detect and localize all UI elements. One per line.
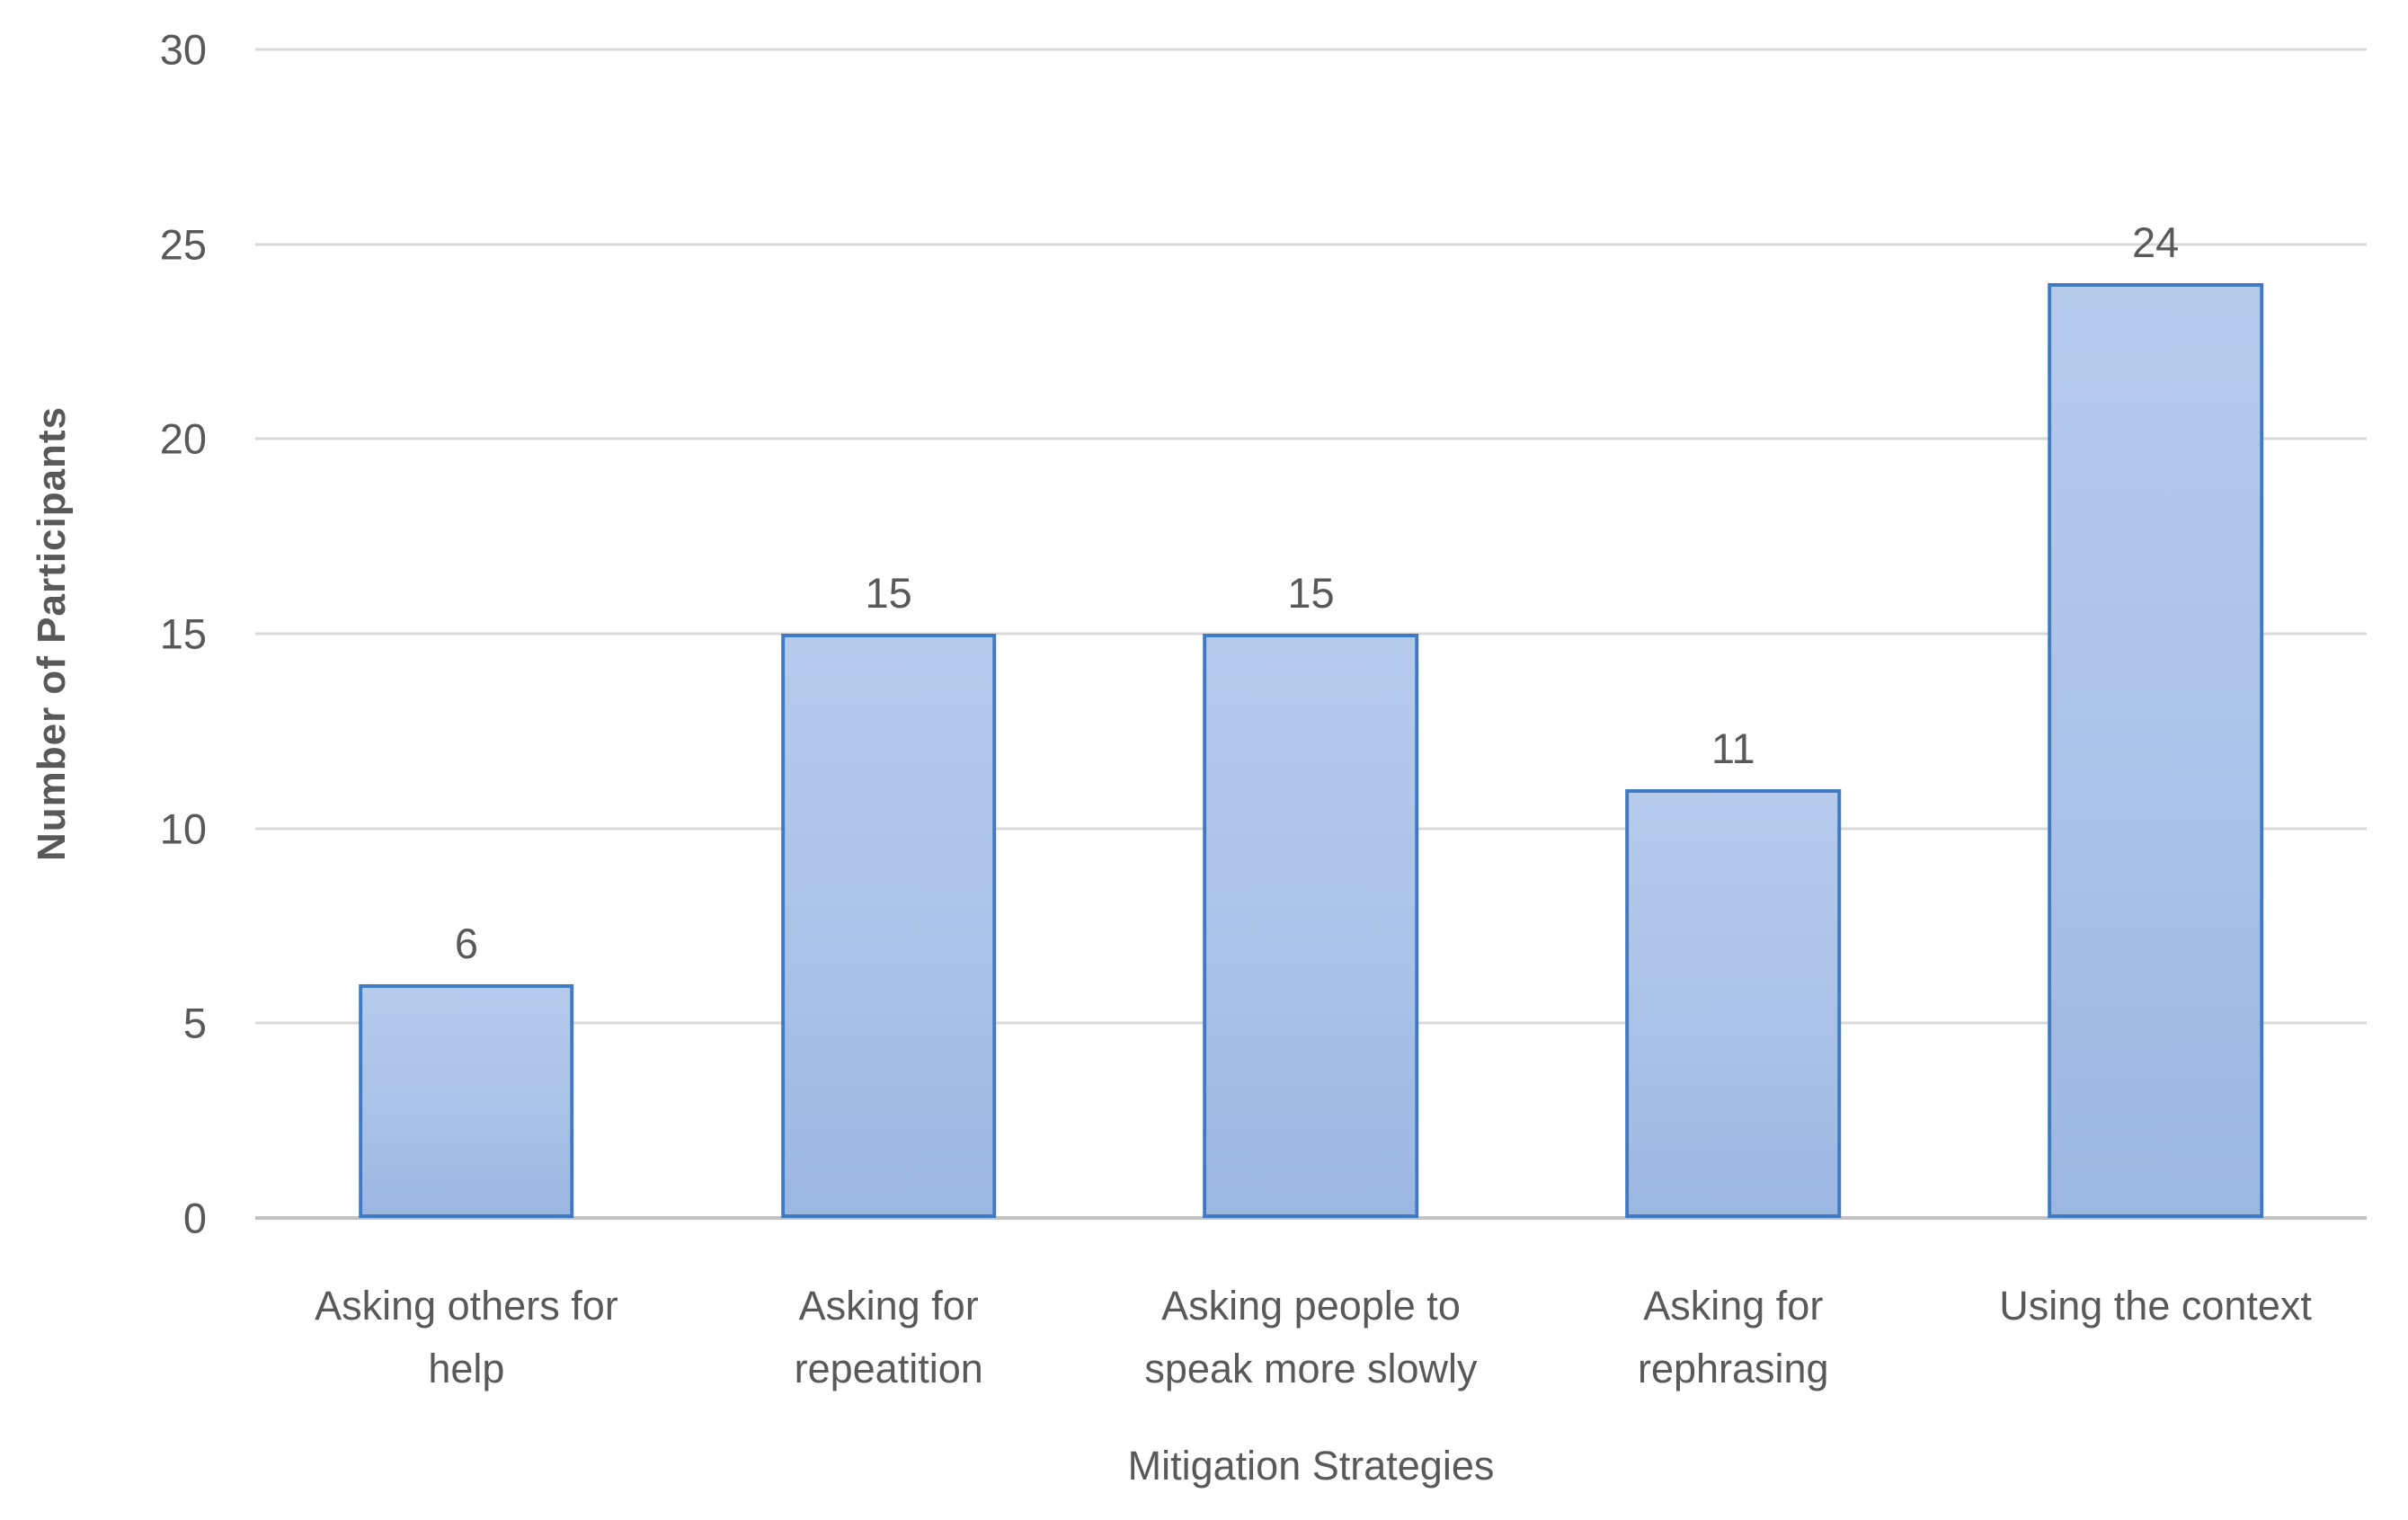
bar-value-label-4: 24 [2131, 218, 2180, 266]
gridline-y-25 [255, 243, 2367, 246]
gridline-y-20 [255, 437, 2367, 440]
bar-value-label-2: 15 [1287, 569, 1335, 617]
y-tick-label-15: 15 [159, 609, 207, 658]
x-category-label-0: Asking others for help [315, 1283, 618, 1391]
y-tick-label-0: 0 [182, 1194, 207, 1242]
y-tick-label-25: 25 [159, 220, 207, 269]
bar-slot-1: 15 [678, 49, 1100, 1218]
bar-4 [2048, 283, 2263, 1218]
y-axis-title: Number of Participants [30, 405, 74, 862]
y-tick-label-20: 20 [159, 414, 207, 463]
bar-slot-3: 11 [1522, 49, 1944, 1218]
x-axis-line [255, 1216, 2367, 1220]
x-category-label-1: Asking for repeatition [794, 1283, 983, 1391]
x-axis-category-labels: Asking others for help Asking for repeati… [255, 1275, 2367, 1418]
bar-slot-4: 24 [1944, 49, 2367, 1218]
bar-slot-0: 6 [255, 49, 678, 1218]
x-category-label-2: Asking people to speak more slowly [1144, 1283, 1478, 1391]
bar-2 [1203, 634, 1419, 1218]
bar-0 [359, 984, 574, 1218]
bar-value-label-3: 11 [1710, 724, 1755, 773]
bar-1 [780, 634, 997, 1218]
y-tick-label-5: 5 [182, 999, 207, 1047]
x-category-label-4: Using the context [1999, 1283, 2312, 1329]
y-tick-label-10: 10 [159, 804, 207, 853]
bar-3 [1625, 789, 1842, 1218]
plot-area: 0 5 10 15 20 25 30 6 15 15 11 24 [160, 29, 2367, 1240]
y-tick-label-30: 30 [159, 25, 207, 74]
x-category-label-3: Asking for rephrasing [1637, 1283, 1829, 1391]
x-axis-title: Mitigation Strategies [1127, 1443, 1495, 1489]
bar-value-label-0: 6 [454, 920, 478, 967]
gridline-y-30 [255, 48, 2367, 51]
bar-value-label-1: 15 [865, 569, 912, 617]
bar-slot-2: 15 [1100, 49, 1523, 1218]
